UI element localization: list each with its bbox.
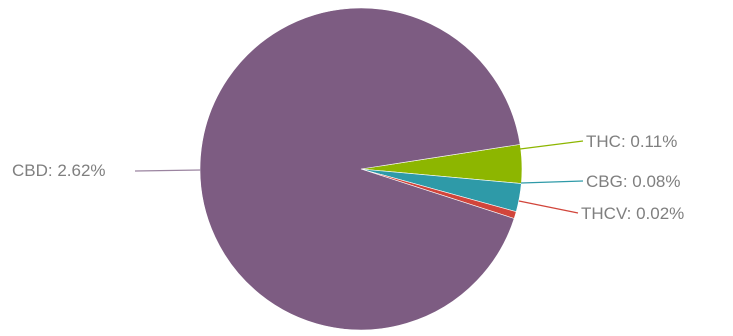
leader-line-thcv	[518, 200, 579, 214]
leader-lines	[134, 140, 584, 214]
data-label-cbd: CBD: 2.62%	[12, 161, 106, 180]
data-label-thcv: THCV: 0.02%	[581, 204, 684, 223]
pie-slices	[199, 7, 523, 331]
leader-line-cbg	[520, 180, 584, 184]
data-labels: THC: 0.11% CBG: 0.08% THCV: 0.02% CBD: 2…	[12, 132, 684, 223]
leader-line-cbd	[134, 169, 202, 172]
leader-line-thc	[519, 140, 584, 150]
pie-slice-cbd	[199, 7, 521, 331]
data-label-thc: THC: 0.11%	[586, 132, 677, 151]
data-label-cbg: CBG: 0.08%	[586, 172, 681, 191]
